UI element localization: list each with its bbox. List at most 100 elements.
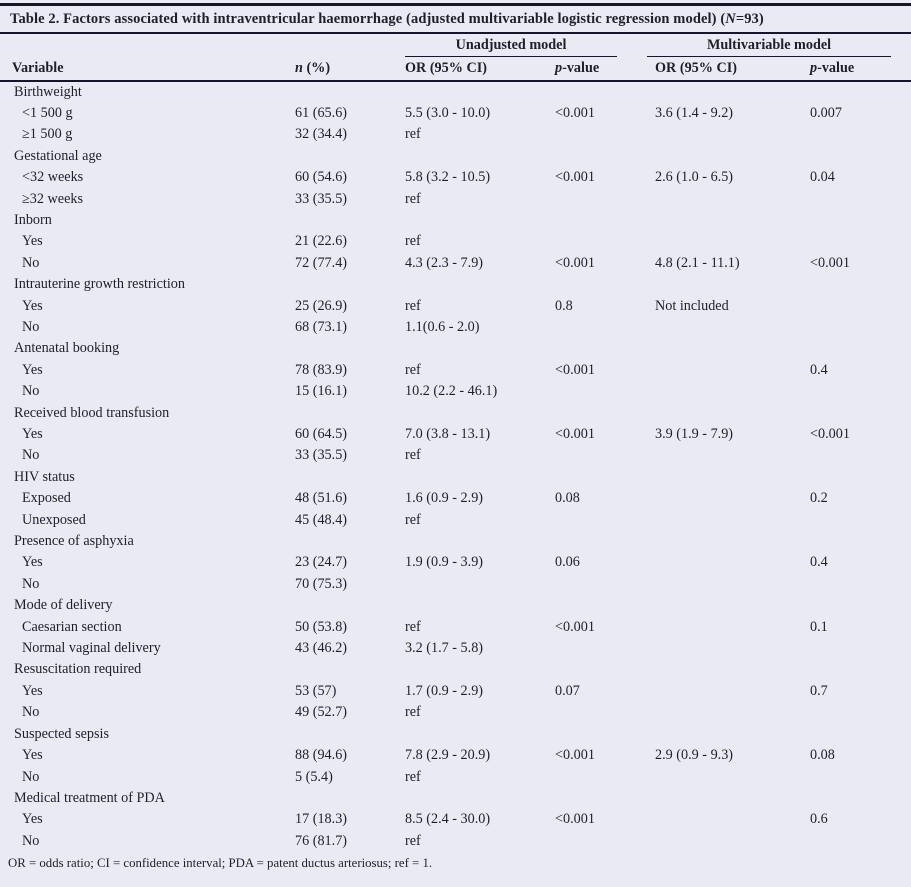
table-cell: 5.8 (3.2 - 10.5): [405, 169, 491, 186]
table-cell: 1.1(0.6 - 2.0): [405, 318, 480, 335]
table-cell: [800, 189, 911, 210]
table-cell: ref: [405, 618, 421, 635]
col-header-variable: Variable: [0, 56, 285, 82]
table-title-n-italic: N: [725, 10, 736, 27]
group-label: Gestational age: [14, 147, 102, 164]
table-cell: 1.9 (0.9 - 3.9): [405, 554, 484, 571]
p-rest: -value: [562, 59, 600, 76]
table-cell: [545, 124, 645, 145]
table-cell: Yes: [22, 426, 43, 442]
regression-table: Unadjusted model Multivariable model Var…: [0, 34, 911, 853]
table-cell: No: [22, 575, 40, 592]
table-cell: 1.6 (0.9 - 2.9): [405, 490, 484, 507]
span-header-spacer: [0, 34, 395, 57]
table-cell: 50 (53.8): [295, 618, 348, 635]
table-cell: Yes: [22, 297, 43, 314]
table-cell: No: [22, 254, 40, 271]
table-cell: 0.08: [810, 747, 835, 764]
table-cell: [645, 381, 800, 402]
group-row: Gestational age: [0, 146, 911, 167]
table-cell: 88 (94.6): [295, 747, 348, 764]
table-cell: [800, 767, 911, 788]
table-cell: No: [22, 704, 40, 721]
unadjusted-model-header: Unadjusted model: [395, 34, 645, 57]
table-cell: 0.4: [810, 554, 828, 571]
table-cell: ref: [405, 447, 421, 464]
table-row: Yes 60 (64.5) 7.0 (3.8 - 13.1) <0.001 3.9 (1…: [0, 424, 911, 445]
table-cell: [800, 381, 911, 402]
table-cell: [645, 702, 800, 723]
table-cell: 17 (18.3): [295, 811, 348, 828]
table-cell: <0.001: [555, 169, 595, 186]
table-cell: ref: [405, 511, 421, 528]
table-cell: <0.001: [810, 426, 850, 442]
table-cell: ref: [405, 126, 421, 143]
table-cell: 7.8 (2.9 - 20.9): [405, 747, 491, 764]
table-cell: 3.6 (1.4 - 9.2): [655, 104, 734, 121]
table-cell: [645, 488, 800, 509]
table-cell: 33 (35.5): [295, 190, 348, 207]
table-cell: 60 (54.6): [295, 169, 348, 186]
table-cell: Unexposed: [22, 511, 86, 528]
table-cell: ref: [405, 768, 421, 785]
table-cell: [645, 681, 800, 702]
table-cell: Yes: [22, 554, 43, 571]
table-cell: 15 (16.1): [295, 383, 348, 400]
table-cell: 4.8 (2.1 - 11.1): [655, 254, 740, 271]
group-label: Received blood transfusion: [14, 404, 170, 421]
table-cell: ref: [405, 190, 421, 207]
multivariable-model-label: Multivariable model: [647, 37, 892, 57]
table-row: No 72 (77.4) 4.3 (2.3 - 7.9) <0.001 4.8 (2.1…: [0, 253, 911, 274]
table-cell: [800, 124, 911, 145]
p-italic: p: [810, 59, 818, 76]
table-cell: 72 (77.4): [295, 254, 348, 271]
top-rule: [0, 3, 911, 6]
table-cell: 1.7 (0.9 - 2.9): [405, 682, 484, 699]
group-row: Suspected sepsis: [0, 724, 911, 745]
table-cell: ref: [405, 361, 421, 378]
group-row: HIV status: [0, 467, 911, 488]
table-cell: 0.4: [810, 361, 828, 378]
multivariable-model-header: Multivariable model: [645, 34, 911, 57]
table-footnote: OR = odds ratio; CI = confidence interva…: [8, 856, 433, 871]
table-cell: 0.08: [555, 490, 580, 507]
col-header-n-percent: n (%): [285, 56, 395, 82]
table-cell: <0.001: [555, 426, 595, 442]
table-row: Exposed 48 (51.6) 1.6 (0.9 - 2.9) 0.08 0.2: [0, 488, 911, 509]
table-cell: Exposed: [22, 490, 71, 507]
table-cell: [545, 510, 645, 531]
group-row: Resuscitation required: [0, 659, 911, 680]
table-body: Birthweight <1 500 g 61 (65.6) 5.5 (3.0 - 1…: [0, 81, 911, 853]
table-cell: 0.04: [810, 169, 835, 186]
group-row: Inborn: [0, 210, 911, 231]
table-row: Yes 17 (18.3) 8.5 (2.4 - 30.0) <0.001 0.6: [0, 809, 911, 830]
table-cell: Not included: [655, 297, 729, 314]
table-cell: 32 (34.4): [295, 126, 348, 143]
table-cell: ref: [405, 233, 421, 250]
table-cell: [545, 317, 645, 338]
n-italic: n: [295, 59, 303, 76]
table-cell: [545, 381, 645, 402]
table-cell: 5.5 (3.0 - 10.0): [405, 104, 491, 121]
table-cell: <0.001: [555, 618, 595, 635]
table-cell: [645, 831, 800, 852]
table-cell: ref: [405, 832, 421, 849]
table-row: <1 500 g 61 (65.6) 5.5 (3.0 - 10.0) <0.001 3…: [0, 103, 911, 124]
table-cell: [545, 831, 645, 852]
table-cell: [800, 831, 911, 852]
group-row: Mode of delivery: [0, 595, 911, 616]
table-cell: [545, 231, 645, 252]
table-cell: [645, 617, 800, 638]
table-row: No 33 (35.5) ref: [0, 445, 911, 466]
group-label: Birthweight: [14, 83, 82, 100]
table-cell: [645, 189, 800, 210]
table-cell: [645, 638, 800, 659]
group-label: Resuscitation required: [14, 661, 142, 678]
table-cell: [645, 510, 800, 531]
table-cell: 78 (83.9): [295, 361, 348, 378]
table-cell: 3.2 (1.7 - 5.8): [405, 640, 484, 657]
table-cell: 45 (48.4): [295, 511, 348, 528]
group-row: Received blood transfusion: [0, 403, 911, 424]
table-title-suffix: =93): [735, 10, 764, 27]
